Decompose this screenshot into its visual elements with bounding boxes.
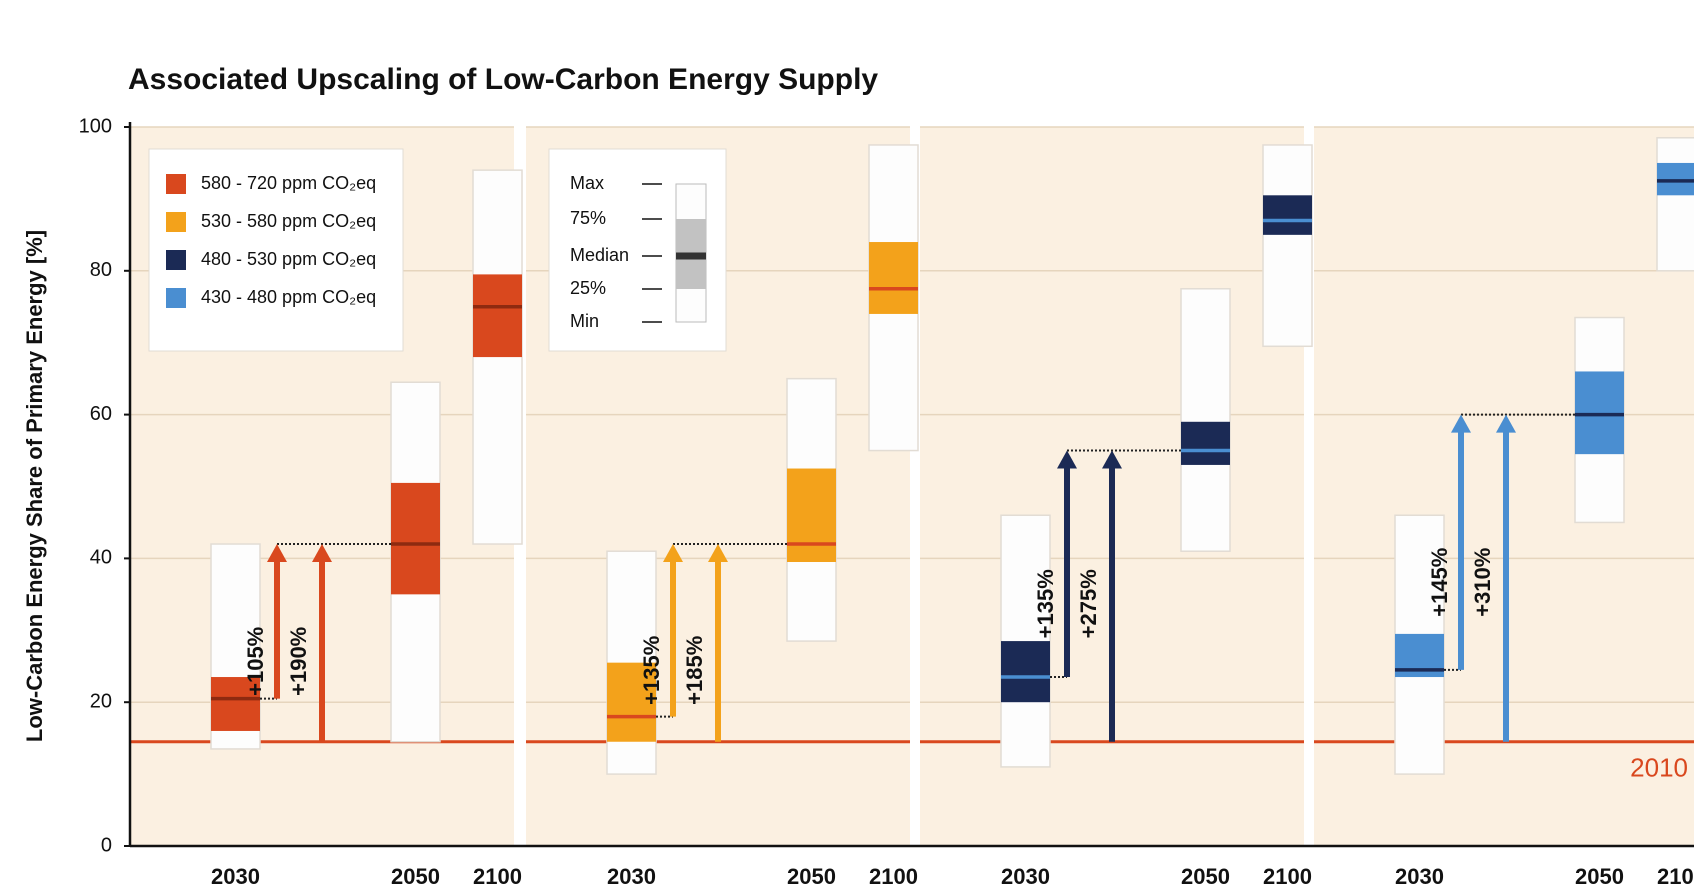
legend-stat-label: Median [570, 245, 629, 265]
arrow-label: +185% [682, 636, 707, 705]
x-tick-label: 2030 [211, 864, 260, 889]
legend-stat-label: Max [570, 173, 604, 193]
quartile-box [1001, 641, 1050, 703]
arrow-head [708, 544, 728, 563]
arrow-head [1057, 450, 1077, 469]
y-tick-label: 40 [90, 547, 112, 569]
arrow-head [1496, 414, 1516, 433]
quartile-box [211, 677, 260, 731]
x-tick-label: 2030 [1395, 864, 1444, 889]
baseline-label: 2010 [1630, 753, 1688, 783]
x-tick-label: 2050 [1181, 864, 1230, 889]
legend-stat-label: 75% [570, 208, 606, 228]
quartile-box [1657, 162, 1694, 196]
quartile-box [473, 274, 522, 358]
arrow-head [1102, 450, 1122, 469]
range-box [1656, 137, 1694, 272]
legend-label: 430 - 480 ppm CO₂eq [201, 287, 376, 307]
arrow-head [663, 544, 683, 563]
quartile-box [869, 242, 918, 314]
quartile-box [607, 662, 656, 742]
y-tick-label: 100 [79, 115, 112, 137]
range-box [1180, 288, 1231, 552]
legend-label: 530 - 580 ppm CO₂eq [201, 211, 376, 231]
x-tick-label: 2050 [391, 864, 440, 889]
quartile-box [1263, 195, 1312, 235]
quartile-box [1575, 371, 1624, 455]
x-tick-label: 2100 [869, 864, 918, 889]
legend-stat-label: 25% [570, 278, 606, 298]
legend-box [148, 148, 404, 352]
legend-swatch [166, 174, 186, 194]
arrow-label: +105% [243, 627, 268, 696]
x-tick-label: 2100 [1657, 864, 1694, 889]
legend-label: 480 - 530 ppm CO₂eq [201, 249, 376, 269]
x-tick-label: 2030 [607, 864, 656, 889]
arrow-label: +310% [1470, 548, 1495, 617]
quartile-box [787, 468, 836, 562]
chart-title: Associated Upscaling of Low-Carbon Energ… [128, 63, 878, 96]
quartile-box [391, 482, 440, 595]
x-tick-label: 2050 [787, 864, 836, 889]
y-tick-label: 80 [90, 259, 112, 281]
y-tick-label: 20 [90, 690, 112, 712]
legend-stat-label: Min [570, 311, 599, 331]
legend-swatch [166, 212, 186, 232]
y-tick-label: 0 [101, 834, 112, 856]
quartile-box [1181, 421, 1230, 465]
arrow-label: +275% [1076, 569, 1101, 638]
arrow-label: +135% [1033, 569, 1058, 638]
arrow-label: +145% [1427, 548, 1452, 617]
y-axis-label: Low-Carbon Energy Share of Primary Energ… [22, 230, 47, 742]
x-tick-label: 2100 [473, 864, 522, 889]
range-box [1262, 144, 1313, 348]
x-tick-label: 2030 [1001, 864, 1050, 889]
range-box [472, 169, 523, 545]
arrow-head [267, 544, 287, 563]
legend-swatch [166, 250, 186, 270]
arrow-head [1451, 414, 1471, 433]
arrow-label: +135% [639, 636, 664, 705]
x-tick-label: 2100 [1263, 864, 1312, 889]
y-tick-label: 60 [90, 403, 112, 425]
x-tick-label: 2050 [1575, 864, 1624, 889]
arrow-head [312, 544, 332, 563]
legend-swatch [166, 288, 186, 308]
legend-label: 580 - 720 ppm CO₂eq [201, 173, 376, 193]
arrow-label: +190% [286, 627, 311, 696]
